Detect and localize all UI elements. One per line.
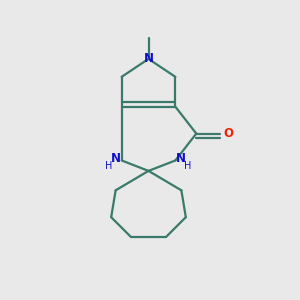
Text: O: O — [224, 127, 234, 140]
Text: H: H — [105, 161, 113, 171]
Text: N: N — [176, 152, 186, 165]
Text: N: N — [143, 52, 154, 65]
Text: H: H — [184, 161, 192, 171]
Text: N: N — [111, 152, 121, 165]
